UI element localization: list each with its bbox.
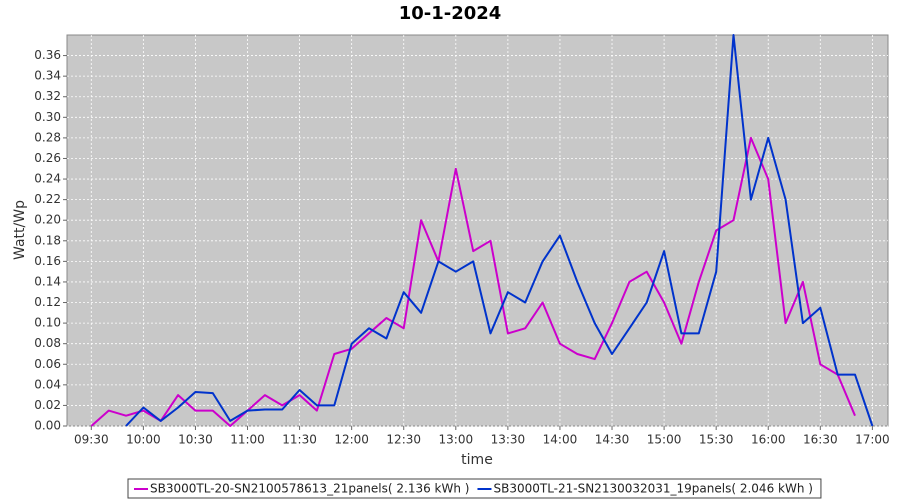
y-tick-label: 0.14	[34, 274, 61, 288]
x-tick-label: 11:00	[230, 433, 265, 447]
series-line	[125, 34, 874, 427]
y-tick-label: 0.02	[34, 398, 61, 412]
x-tick-label: 16:00	[751, 433, 786, 447]
y-tick-label: 0.34	[34, 69, 61, 83]
series-line	[90, 136, 856, 427]
y-tick-label: 0.28	[34, 130, 61, 144]
x-axis-title: time	[461, 452, 493, 468]
legend-label: SB3000TL-21-SN2130032031_19panels( 2.046…	[493, 482, 812, 496]
y-axis-title: Watt/Wp	[12, 200, 28, 260]
x-tick-label: 10:00	[126, 433, 161, 447]
y-tick-label: 0.18	[34, 233, 61, 247]
y-tick-label: 0.00	[34, 419, 61, 433]
x-tick-label: 14:30	[595, 433, 630, 447]
y-tick-label: 0.30	[34, 110, 61, 124]
legend: SB3000TL-20-SN2100578613_21panels( 2.136…	[127, 478, 822, 499]
x-tick-label: 15:30	[699, 433, 734, 447]
x-tick-label: 11:30	[282, 433, 317, 447]
y-tick-label: 0.08	[34, 336, 61, 350]
y-tick-label: 0.24	[34, 172, 61, 186]
x-tick-label: 17:00	[855, 433, 890, 447]
x-tick-label: 13:00	[439, 433, 474, 447]
x-tick-label: 09:30	[74, 433, 109, 447]
x-tick-label: 14:00	[543, 433, 578, 447]
x-tick-label: 16:30	[803, 433, 838, 447]
x-tick-label: 12:30	[386, 433, 421, 447]
x-tick-label: 10:30	[178, 433, 213, 447]
y-tick-label: 0.36	[34, 48, 61, 62]
x-tick-label: 13:30	[491, 433, 526, 447]
y-tick-label: 0.04	[34, 377, 61, 391]
plot-background	[66, 34, 889, 427]
y-tick-label: 0.26	[34, 151, 61, 165]
legend-box	[127, 478, 822, 499]
y-tick-label: 0.22	[34, 192, 61, 206]
x-tick-label: 12:00	[334, 433, 369, 447]
y-tick-label: 0.32	[34, 89, 61, 103]
y-tick-label: 0.16	[34, 254, 61, 268]
y-tick-label: 0.10	[34, 316, 61, 330]
y-tick-label: 0.20	[34, 213, 61, 227]
y-tick-label: 0.12	[34, 295, 61, 309]
chart-title: 10-1-2024	[399, 3, 502, 24]
legend-label: SB3000TL-20-SN2100578613_21panels( 2.136…	[150, 482, 469, 496]
y-tick-label: 0.06	[34, 357, 61, 371]
x-tick-label: 15:00	[647, 433, 682, 447]
